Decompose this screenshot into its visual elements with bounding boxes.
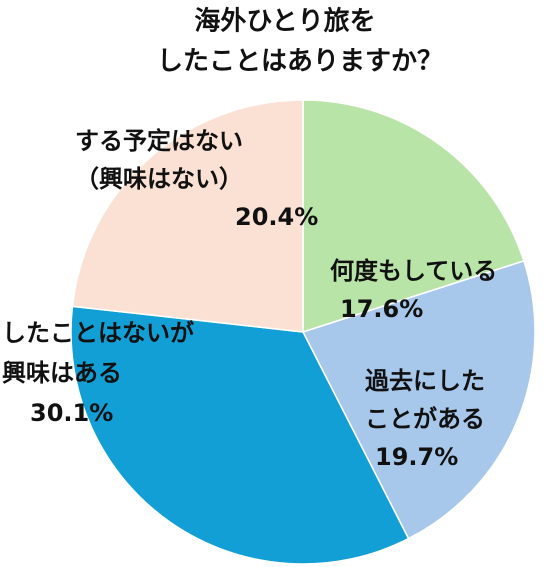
slice-label: （興味はない） bbox=[75, 165, 243, 193]
slice-label: ことがある bbox=[365, 405, 485, 433]
slice-label: 過去にした bbox=[365, 367, 485, 395]
pie-slice bbox=[301, 259, 536, 540]
slice-label: する予定はない bbox=[75, 127, 243, 155]
pie-slice bbox=[70, 305, 410, 565]
chart-title: 海外ひとり旅を bbox=[194, 7, 375, 37]
value-label: 17.6% bbox=[340, 295, 423, 323]
value-label: 19.7% bbox=[375, 443, 458, 471]
slice-label: したことはないが bbox=[2, 319, 194, 347]
pie-slice bbox=[71, 99, 304, 333]
value-label: 20.4% bbox=[235, 203, 318, 231]
slice-label: 何度もしている bbox=[330, 257, 497, 285]
slice-label: 興味はある bbox=[2, 359, 122, 387]
value-label: 30.1% bbox=[30, 399, 113, 427]
pie-slice bbox=[302, 99, 525, 334]
chart-subtitle: したことはありますか？ bbox=[157, 47, 443, 77]
